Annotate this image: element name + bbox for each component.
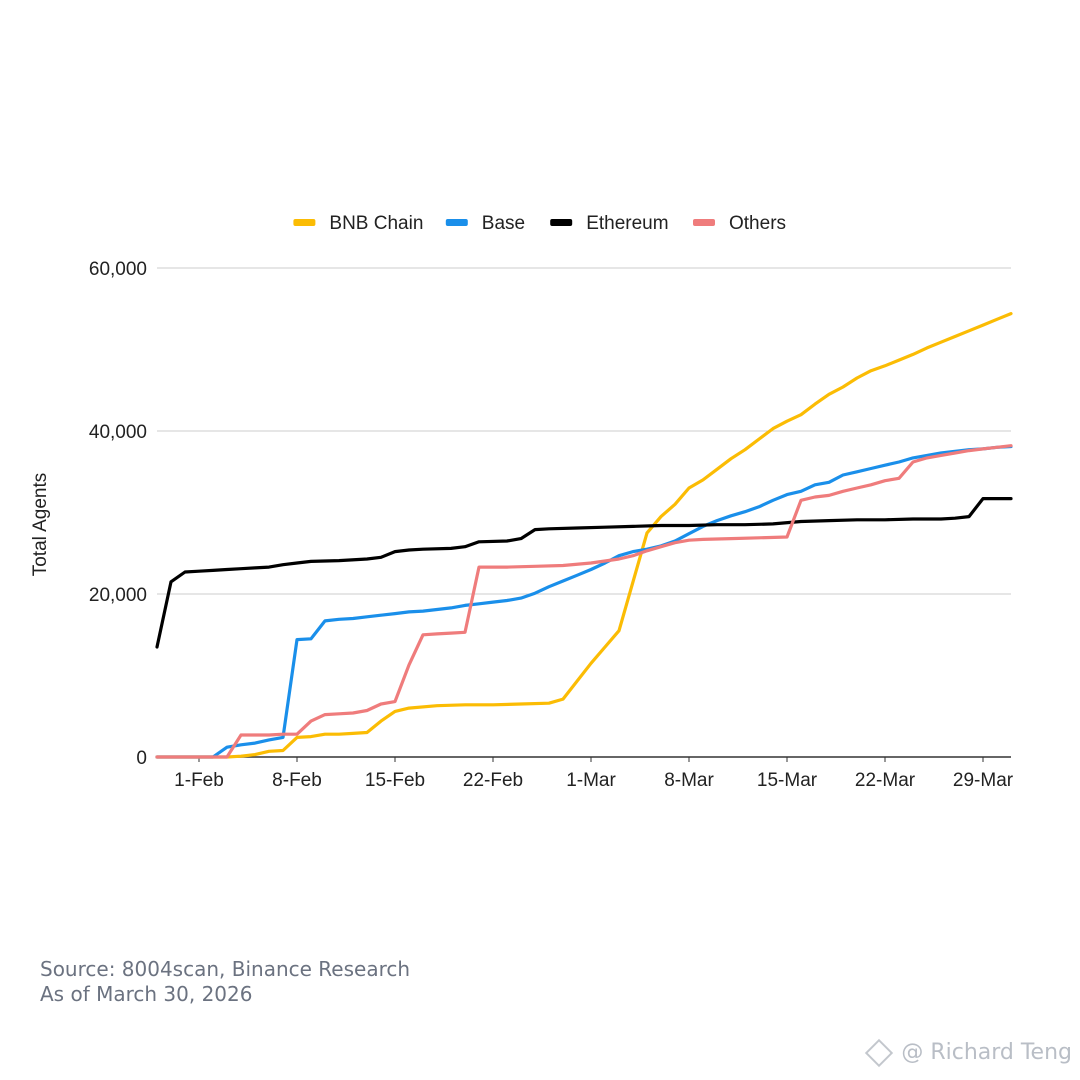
legend-swatch-base [445, 219, 468, 226]
series-line-others [155, 444, 1013, 759]
legend-label-base: Base [482, 213, 525, 234]
legend-swatch-bnb-chain [293, 219, 316, 226]
legend-swatch-others [693, 219, 715, 226]
watermark-text: @ Richard Teng [901, 1040, 1072, 1065]
x-tick-label-22-mar: 22-Mar [855, 770, 916, 791]
x-tick-label-15-mar: 15-Mar [757, 770, 818, 791]
source-note: Source: 8004scan, Binance Research [40, 957, 411, 981]
x-tick-label-1-mar: 1-Mar [566, 770, 616, 791]
watermark: @ Richard Teng [865, 1038, 1072, 1067]
as-of-date: As of March 30, 2026 [40, 982, 253, 1006]
series-line-ethereum [155, 497, 1013, 649]
x-tick-label-29-mar: 29-Mar [953, 770, 1014, 791]
binance-logo-icon [865, 1038, 894, 1067]
legend-label-ethereum: Ethereum [586, 213, 668, 234]
x-tick-label-8-feb: 8-Feb [272, 770, 322, 791]
legend-label-bnb-chain: BNB Chain [329, 213, 423, 234]
x-tick-label-22-feb: 22-Feb [463, 770, 523, 791]
legend-swatch-ethereum [550, 219, 573, 226]
x-tick-label-1-feb: 1-Feb [174, 770, 224, 791]
y-tick-label-40000: 40,000 [89, 422, 147, 443]
series-line-base [155, 444, 1013, 759]
y-tick-label-20000: 20,000 [89, 585, 147, 606]
x-tick-label-8-mar: 8-Mar [664, 770, 714, 791]
y-axis-title: Total Agents [30, 473, 51, 577]
y-tick-label-0: 0 [136, 748, 147, 769]
y-tick-label-60000: 60,000 [89, 259, 147, 280]
series-line-bnb-chain [155, 312, 1013, 759]
legend-label-others: Others [729, 213, 786, 234]
x-tick-label-15-feb: 15-Feb [365, 770, 425, 791]
